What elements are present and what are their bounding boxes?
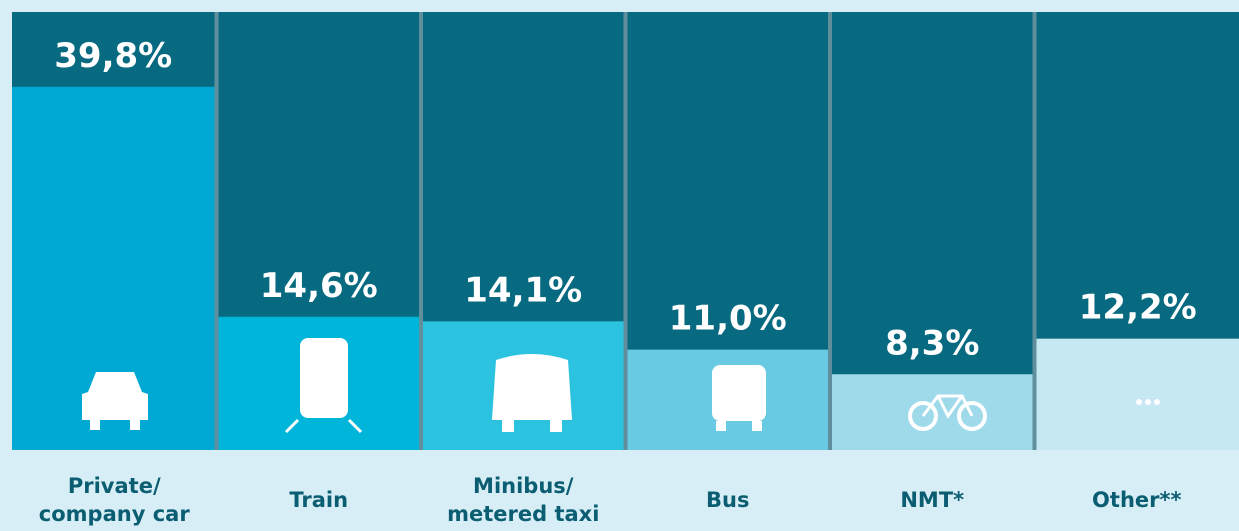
category-label: Private/ company car	[38, 474, 190, 526]
icons	[82, 338, 1160, 434]
separator	[419, 12, 423, 450]
bike-wheel	[957, 401, 987, 431]
value-label: 11,0%	[669, 299, 787, 339]
bike-wheel	[908, 401, 938, 431]
category-label: Minibus/ metered taxi	[447, 474, 600, 526]
bus-wheel	[752, 421, 762, 431]
separator	[1032, 12, 1037, 450]
bar	[832, 374, 1033, 450]
car-icon	[82, 372, 148, 430]
separator	[828, 12, 832, 450]
separators	[214, 12, 1037, 450]
category-label: Train	[289, 488, 349, 512]
separator	[214, 12, 219, 450]
train-rails	[284, 418, 363, 434]
separator	[623, 12, 628, 450]
value-label: 8,3%	[885, 323, 979, 363]
train-icon	[300, 338, 348, 418]
bus-wheel	[716, 421, 726, 431]
value-label: 14,6%	[260, 266, 378, 306]
value-label: 12,2%	[1079, 288, 1197, 328]
bars: 39,8% 14,6% 14,1% 11,0% 8,3% 12,2%	[12, 36, 1239, 450]
value-label: 14,1%	[464, 270, 582, 310]
category-label: Other**	[1092, 488, 1182, 512]
value-label: 39,8%	[54, 36, 172, 76]
bike-frame	[921, 394, 974, 419]
category-label: NMT*	[900, 488, 965, 512]
bus-icon	[712, 365, 766, 421]
bar	[1036, 338, 1239, 450]
minibus-icon	[492, 354, 572, 432]
category-label: Bus	[706, 488, 750, 512]
